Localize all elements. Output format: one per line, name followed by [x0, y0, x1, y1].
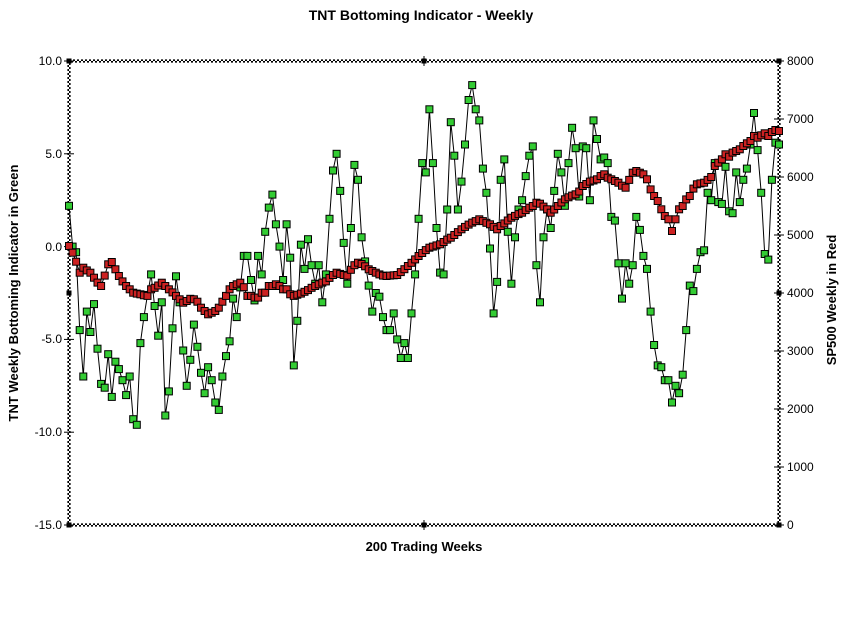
right-axis-tick-label: 8000 [787, 54, 814, 68]
left-axis-tick-label: 0.0 [45, 239, 62, 254]
right-axis-tick-label: 5000 [787, 228, 814, 242]
left-axis-tick-label: -15.0 [34, 518, 62, 532]
right-axis-tick-label: 6000 [787, 170, 814, 184]
x-axis-title: 200 Trading Weeks [365, 539, 483, 554]
right-axis-tick-label: 4000 [787, 286, 814, 300]
right-axis-tick-label: 2000 [787, 402, 814, 416]
left-axis-tick-label: 10.0 [38, 54, 62, 68]
chart-title: TNT Bottoming Indicator - Weekly [308, 7, 534, 23]
right-axis-tick-label: 3000 [787, 344, 814, 358]
left-axis-tick-label: -5.0 [41, 332, 62, 347]
right-axis-tick-label: 7000 [787, 112, 814, 126]
left-axis-tick-label: -10.0 [34, 425, 62, 440]
right-axis-tick-label: 0 [787, 518, 794, 532]
left-axis-tick-label: 5.0 [45, 146, 62, 161]
right-axis-tick-label: 1000 [787, 460, 814, 474]
